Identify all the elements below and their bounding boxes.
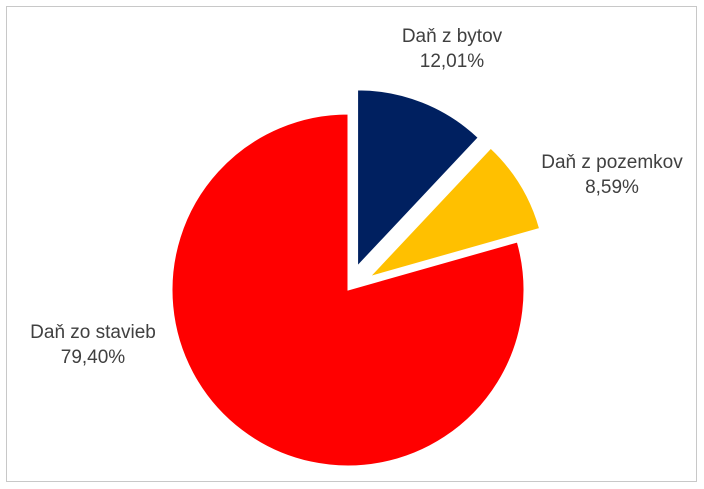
data-label-1: Daň z bytov 12,01% <box>402 26 503 72</box>
slice-name-label: Daň zo stavieb <box>30 322 156 343</box>
data-label-3: Daň zo stavieb 79,40% <box>30 322 156 368</box>
slice-value-label: 12,01% <box>420 51 485 72</box>
slice-value-label: 8,59% <box>585 177 639 198</box>
pie-slice-2 <box>368 147 541 278</box>
pie-slice-3 <box>171 113 525 467</box>
data-label-2: Daň z pozemkov 8,59% <box>541 152 683 198</box>
slice-value-label: 79,40% <box>61 347 126 368</box>
data-labels: Daň z bytov 12,01%Daň z pozemkov 8,59%Daň … <box>30 26 683 368</box>
slice-name-label: Daň z pozemkov <box>541 152 683 173</box>
slice-name-label: Daň z bytov <box>402 26 503 47</box>
pie-slice-1 <box>357 89 479 268</box>
pie-slices <box>171 89 541 467</box>
